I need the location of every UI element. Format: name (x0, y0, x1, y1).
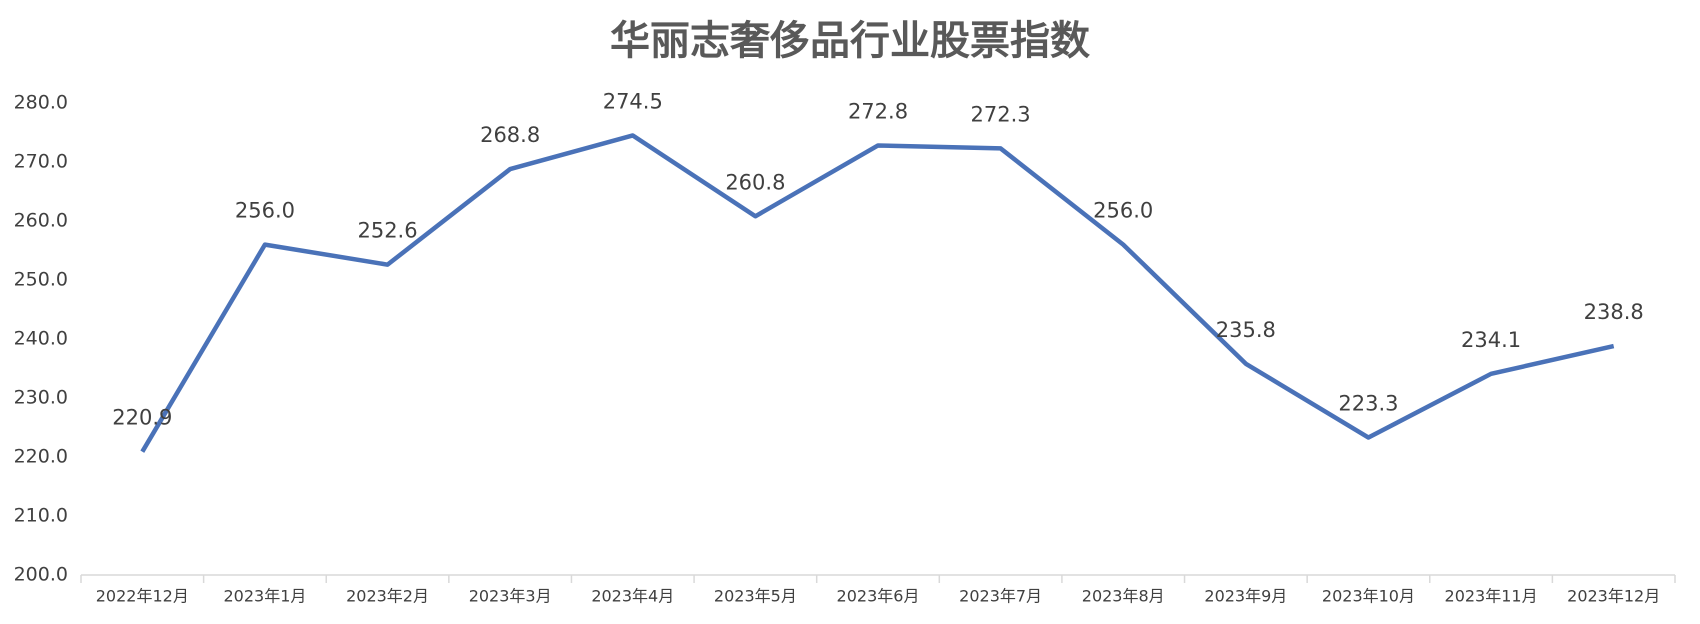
data-label: 260.8 (725, 170, 785, 194)
y-tick-label: 210.0 (14, 505, 68, 527)
data-label: 235.8 (1216, 318, 1276, 342)
x-tick-label: 2023年3月 (469, 587, 552, 606)
x-tick-label: 2023年5月 (714, 587, 797, 606)
x-tick-label: 2023年1月 (223, 587, 306, 606)
x-tick-label: 2023年10月 (1322, 587, 1415, 606)
line (140, 133, 1615, 453)
data-label: 256.0 (235, 199, 295, 223)
data-label: 268.8 (480, 123, 540, 147)
y-tick-label: 260.0 (14, 210, 68, 232)
data-label: 272.8 (848, 99, 908, 123)
chart-title: 华丽志奢侈品行业股票指数 (610, 18, 1090, 64)
data-label: 238.8 (1584, 300, 1644, 324)
y-tick-label: 270.0 (14, 151, 68, 173)
x-tick-label: 2023年7月 (959, 587, 1042, 606)
data-label: 220.9 (112, 406, 172, 430)
data-label: 252.6 (357, 219, 417, 243)
x-tick-label: 2023年6月 (837, 587, 920, 606)
y-tick-label: 240.0 (14, 328, 68, 350)
data-label: 256.0 (1093, 199, 1153, 223)
x-tick-label: 2023年11月 (1445, 587, 1538, 606)
data-label: 274.5 (603, 89, 663, 113)
data-label: 272.3 (971, 102, 1031, 126)
x-tick-label: 2023年8月 (1082, 587, 1165, 606)
x-tick-label: 2023年4月 (591, 587, 674, 606)
y-tick-label: 220.0 (14, 446, 68, 468)
y-tick-label: 200.0 (14, 564, 68, 586)
y-tick-label: 280.0 (14, 92, 68, 114)
x-tick-label: 2023年9月 (1204, 587, 1287, 606)
x-tick-label: 2023年12月 (1567, 587, 1660, 606)
x-tick-label: 2023年2月 (346, 587, 429, 606)
data-label: 223.3 (1338, 392, 1398, 416)
x-tick-label: 2022年12月 (96, 587, 189, 606)
y-tick-label: 230.0 (14, 387, 68, 409)
y-tick-label: 250.0 (14, 269, 68, 291)
data-label: 234.1 (1461, 328, 1521, 352)
